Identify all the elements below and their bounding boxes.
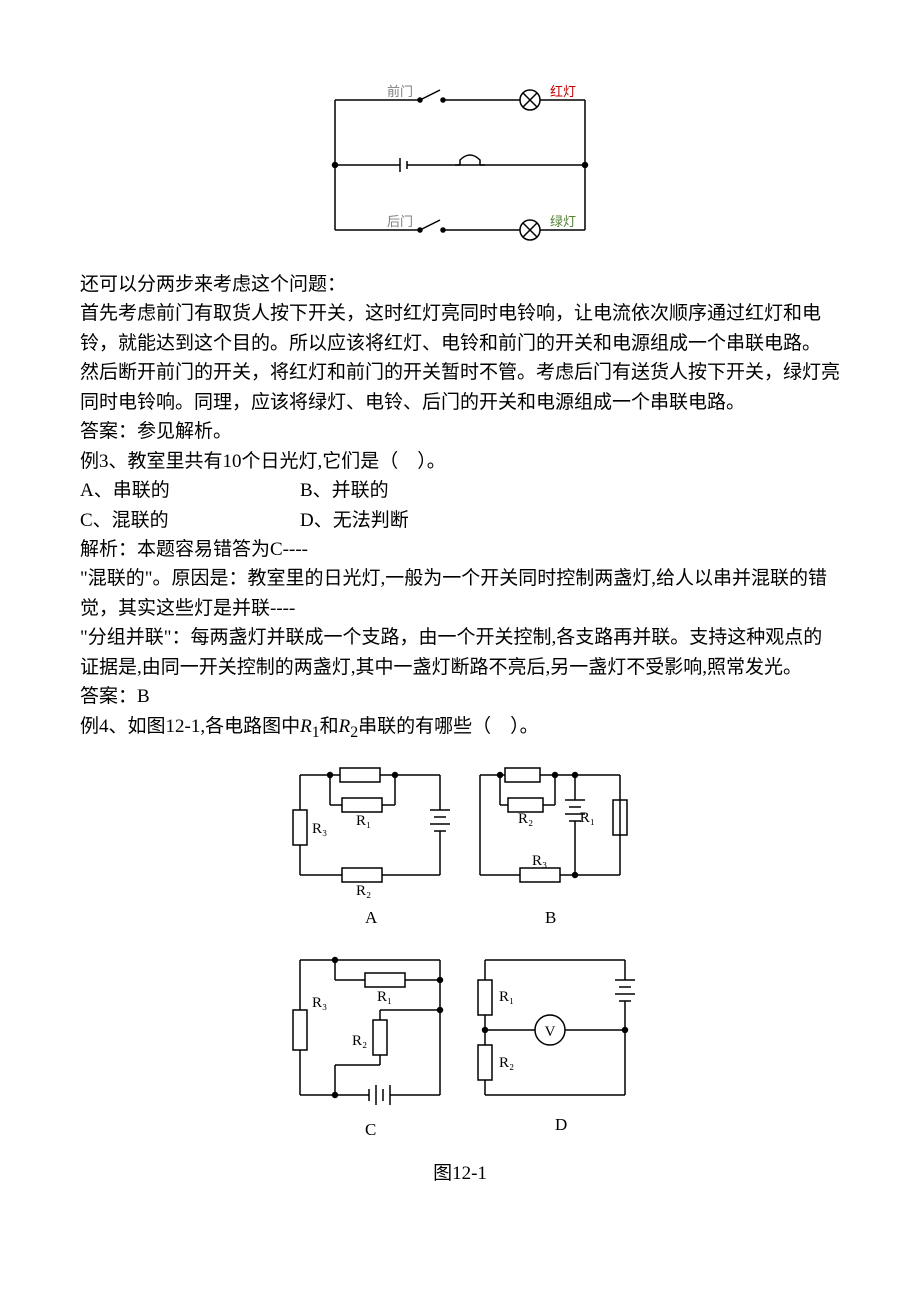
doorbell-circuit-diagram: 前门 红灯 后门 绿灯 (80, 80, 840, 250)
ex3-option-d: D、无法判断 (300, 506, 520, 535)
c-r1-label: R₁ (377, 989, 392, 1005)
front-door-label: 前门 (387, 84, 413, 99)
c-r2-label: R₂ (352, 1033, 367, 1049)
ex4-sub1: 1 (312, 723, 320, 740)
ex4-sub2: 2 (350, 723, 358, 740)
label-b: B (545, 908, 556, 927)
d-r2-label: R₂ (499, 1055, 514, 1071)
b-r3-label: R₃ (532, 853, 547, 869)
green-light-label: 绿灯 (550, 214, 576, 229)
ex3-option-b: B、并联的 (300, 476, 520, 505)
ex3-option-c: C、混联的 (80, 506, 300, 535)
ex4-r1: R (300, 716, 312, 737)
label-d: D (555, 1115, 567, 1134)
ex3-answer: 答案：B (80, 682, 840, 711)
red-light-label: 红灯 (550, 84, 576, 99)
ex3-analysis-intro: 解析：本题容易错答为C---- (80, 535, 840, 564)
a-r2-label: R₂ (356, 883, 371, 899)
figure-caption: 图12-1 (80, 1159, 840, 1188)
ex4-r2: R (339, 716, 351, 737)
d-r1-label: R₁ (499, 989, 514, 1005)
circuit-figure-12-1: R₁ R₃ R₂ A (80, 745, 840, 1188)
b-r2-label: R₂ (518, 811, 533, 827)
paragraph-step1: 首先考虑前门有取货人按下开关，这时红灯亮同时电铃响，让电流依次顺序通过红灯和电铃… (80, 299, 840, 358)
paragraph-intro: 还可以分两步来考虑这个问题： (80, 270, 840, 299)
paragraph-answer1: 答案：参见解析。 (80, 417, 840, 446)
ex4-and: 和 (320, 716, 339, 737)
d-voltmeter-label: V (545, 1024, 556, 1040)
c-r3-label: R₃ (312, 995, 327, 1011)
ex3-stem: 例3、教室里共有10个日光灯,它们是（ ）。 (80, 447, 840, 476)
a-r1-label: R₁ (356, 813, 371, 829)
paragraph-step2: 然后断开前门的开关，将红灯和前门的开关暂时不管。考虑后门有送货人按下开关，绿灯亮… (80, 358, 840, 417)
ex4-stem-pre: 例4、如图12-1,各电路图中 (80, 716, 300, 737)
label-c: C (365, 1120, 376, 1139)
ex4-stem-post: 串联的有哪些（ ）。 (358, 716, 539, 737)
ex3-analysis-p2: "分组并联"：每两盏灯并联成一个支路，由一个开关控制,各支路再并联。支持这种观点… (80, 623, 840, 682)
label-a: A (365, 908, 378, 927)
ex3-option-a: A、串联的 (80, 476, 300, 505)
b-r1-label: R₁ (580, 810, 595, 826)
ex4-stem: 例4、如图12-1,各电路图中R1和R2串联的有哪些（ ）。 (80, 712, 840, 745)
back-door-label: 后门 (387, 214, 413, 229)
ex3-analysis-p1: "混联的"。原因是：教室里的日光灯,一般为一个开关同时控制两盏灯,给人以串并混联… (80, 564, 840, 623)
a-r3-label: R₃ (312, 821, 327, 837)
